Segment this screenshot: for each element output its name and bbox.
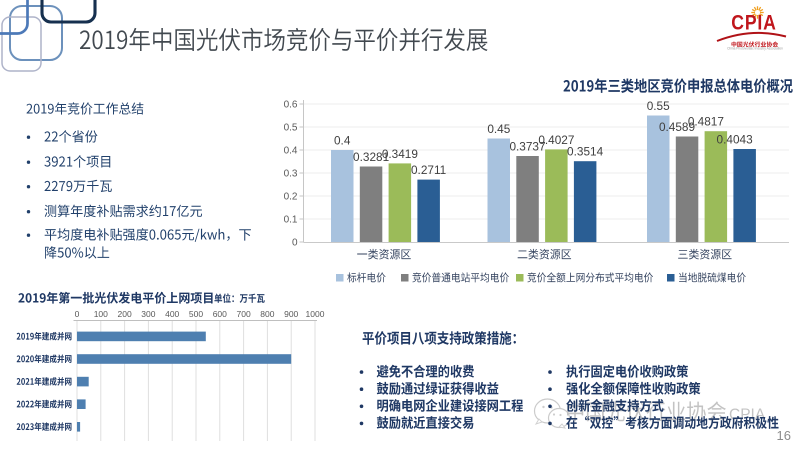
svg-text:0.3419: 0.3419 <box>382 147 418 161</box>
svg-text:0.3281: 0.3281 <box>353 150 389 164</box>
svg-text:China Photovoltaic Industry As: China Photovoltaic Industry Association <box>727 46 783 50</box>
svg-text:500: 500 <box>189 309 203 319</box>
svg-text:0.4043: 0.4043 <box>717 133 754 147</box>
svg-text:0.55: 0.55 <box>647 99 670 113</box>
svg-text:0.4: 0.4 <box>284 146 298 157</box>
svg-text:1000: 1000 <box>306 309 325 319</box>
svg-text:0.3514: 0.3514 <box>567 145 604 159</box>
svg-text:200: 200 <box>118 309 132 319</box>
svg-text:0.4: 0.4 <box>334 134 351 148</box>
svg-text:300: 300 <box>141 309 155 319</box>
svg-text:CPIA: CPIA <box>731 11 776 35</box>
svg-text:0.2: 0.2 <box>284 192 298 203</box>
svg-text:0.45: 0.45 <box>487 122 510 136</box>
svg-text:900: 900 <box>284 309 298 319</box>
svg-text:0.3737: 0.3737 <box>509 140 545 154</box>
svg-text:0.5: 0.5 <box>284 123 298 134</box>
svg-text:400: 400 <box>165 309 179 319</box>
svg-text:100: 100 <box>94 309 108 319</box>
svg-text:0.3: 0.3 <box>284 169 298 180</box>
svg-text:800: 800 <box>260 309 274 319</box>
svg-text:0.2711: 0.2711 <box>411 163 446 177</box>
svg-text:0: 0 <box>292 238 298 249</box>
svg-text:0.4589: 0.4589 <box>659 120 695 134</box>
svg-text:16: 16 <box>777 428 791 443</box>
svg-text:0.1: 0.1 <box>284 215 298 226</box>
svg-text:0.4027: 0.4027 <box>538 133 574 147</box>
svg-text:0: 0 <box>75 309 80 319</box>
svg-text:0.4817: 0.4817 <box>688 115 724 129</box>
svg-text:700: 700 <box>237 309 251 319</box>
svg-text:600: 600 <box>213 309 227 319</box>
svg-text:0.6: 0.6 <box>284 100 298 111</box>
